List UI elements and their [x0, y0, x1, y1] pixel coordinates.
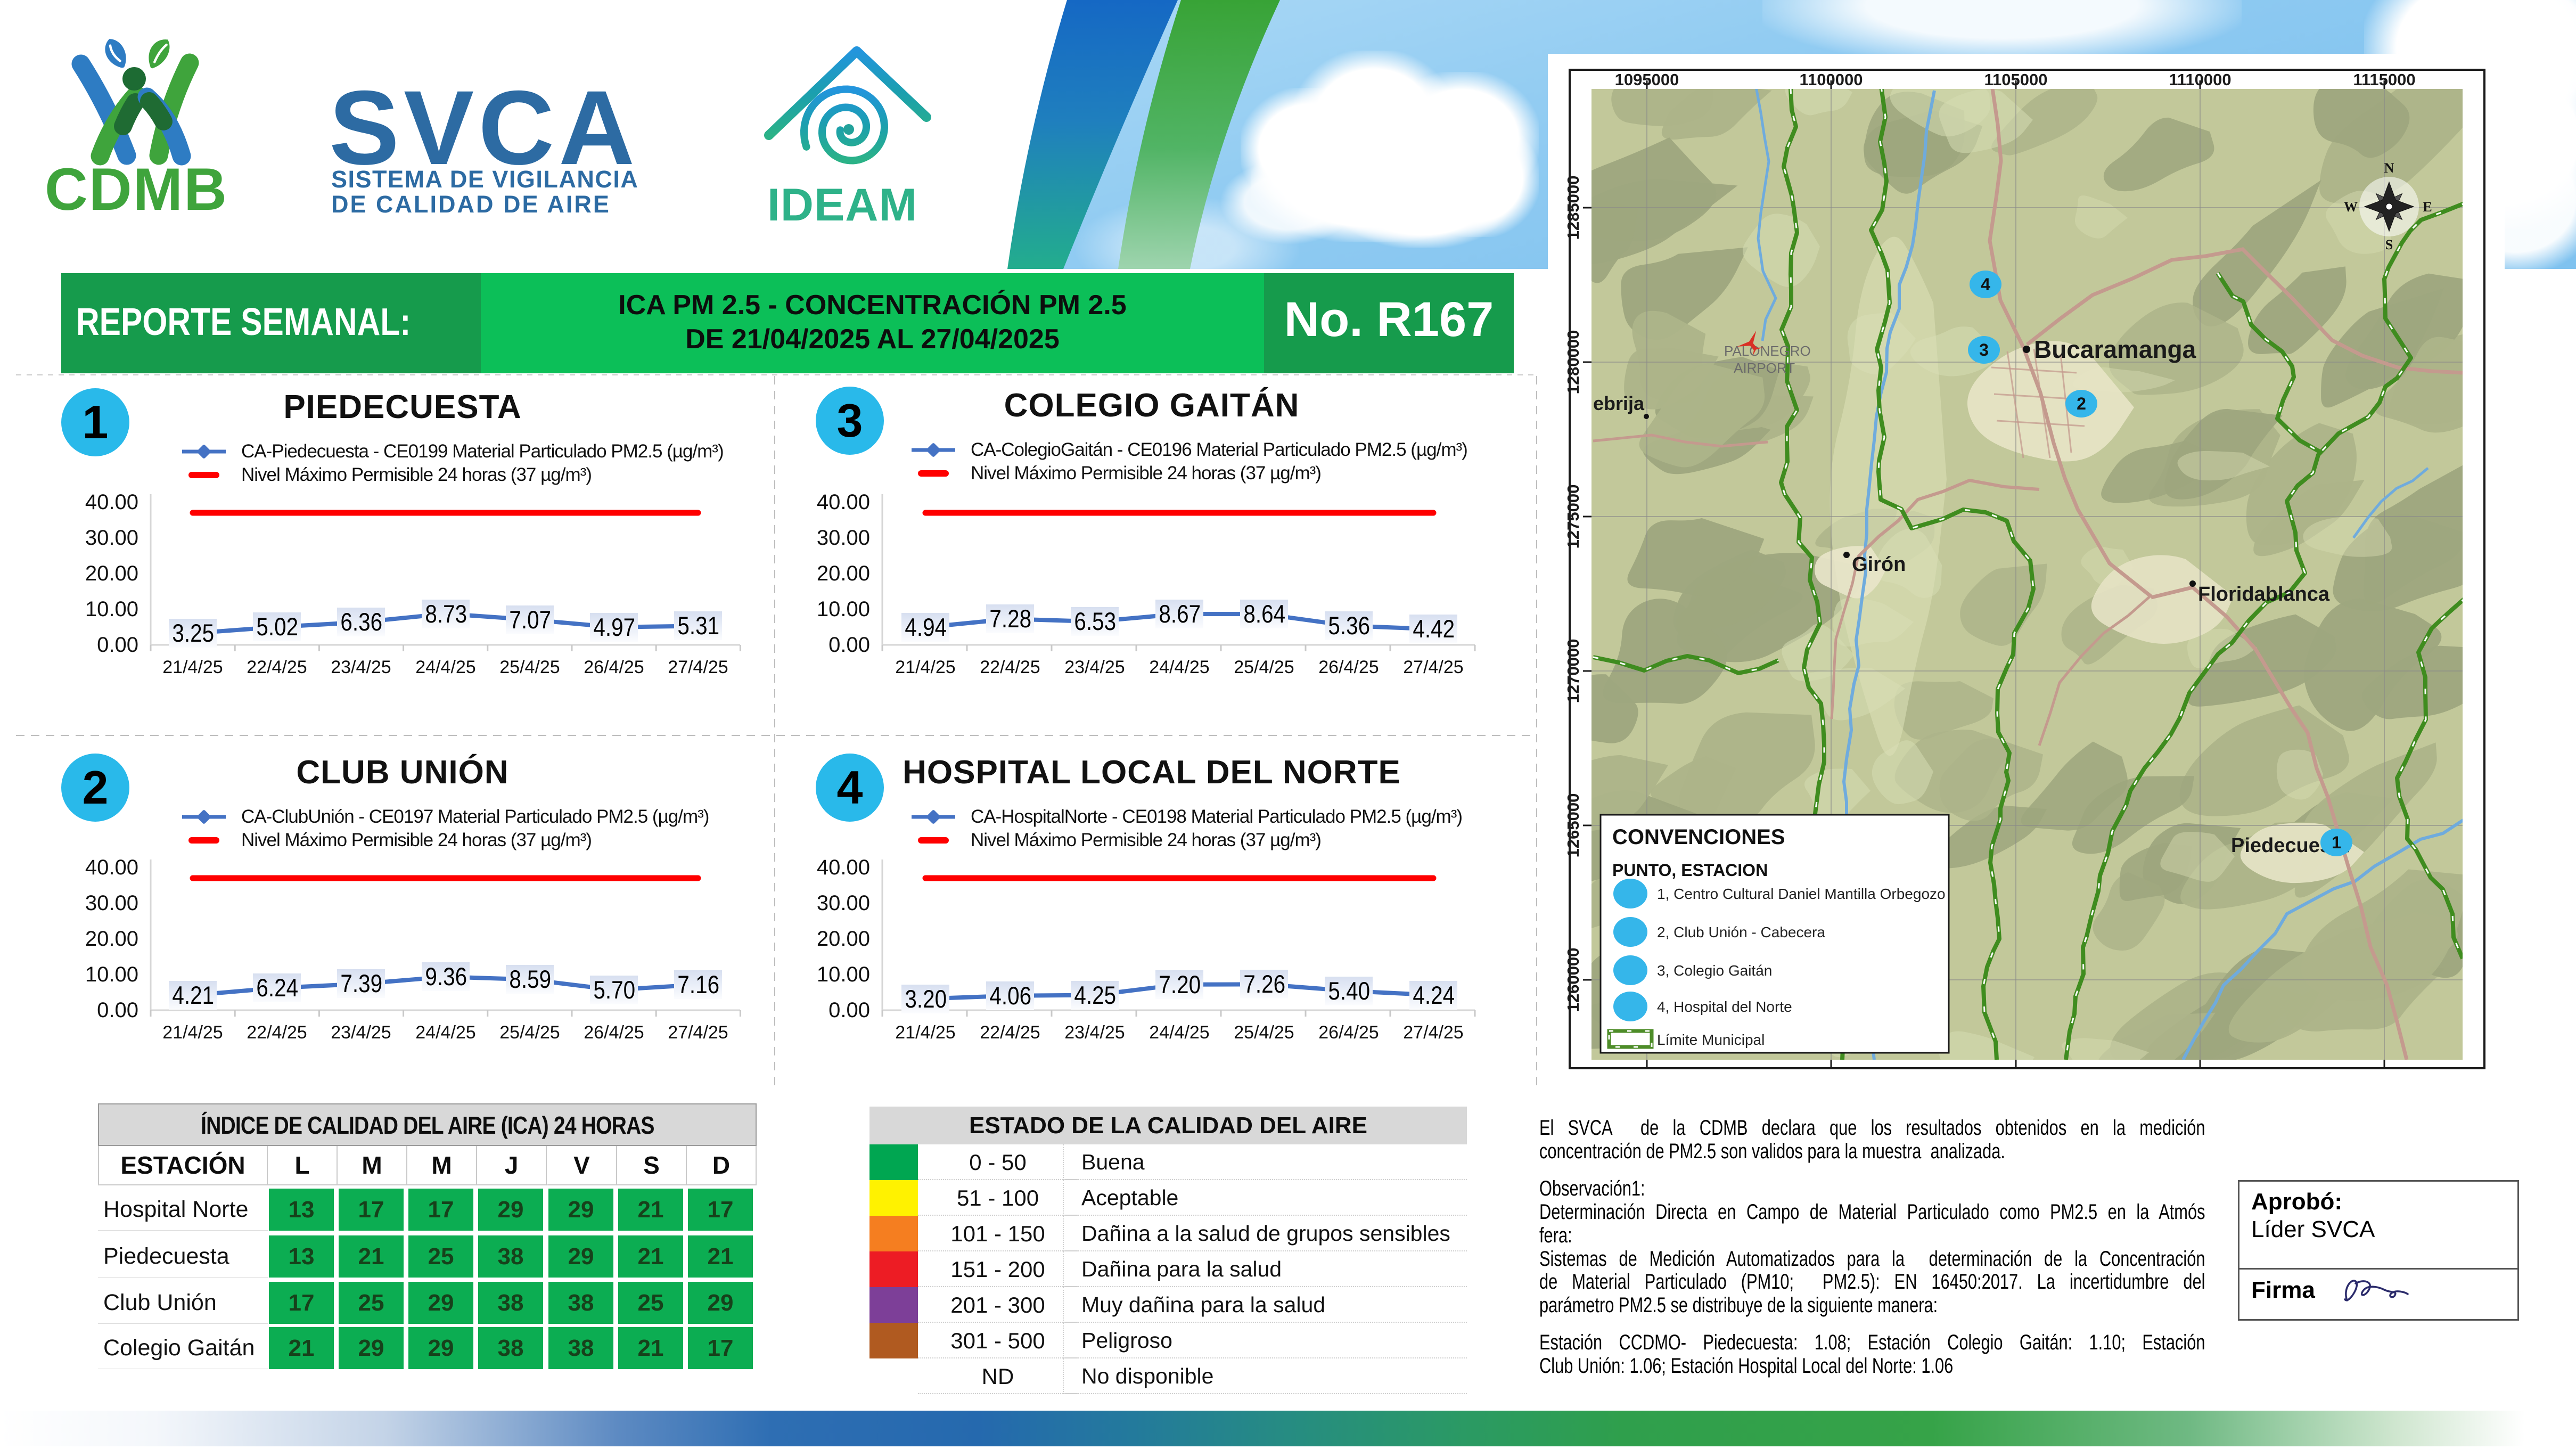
svg-text:1, Centro Cultural Daniel Mant: 1, Centro Cultural Daniel Mantilla Orbeg… — [1657, 886, 1946, 902]
svg-text:1260000: 1260000 — [1564, 948, 1582, 1012]
svg-text:SVCA: SVCA — [329, 69, 639, 186]
svg-text:Límite Municipal: Límite Municipal — [1657, 1032, 1765, 1048]
svg-text:1265000: 1265000 — [1564, 793, 1582, 858]
svg-text:4, Hospital del Norte: 4, Hospital del Norte — [1657, 998, 1792, 1015]
svg-text:1115000: 1115000 — [2353, 70, 2415, 89]
svg-text:N: N — [2384, 160, 2394, 176]
svg-text:W: W — [2344, 199, 2358, 215]
svg-text:S: S — [2385, 237, 2393, 252]
svg-text:Floridablanca: Floridablanca — [2198, 583, 2330, 605]
svg-text:3: 3 — [1979, 340, 1989, 359]
svg-text:AIRPORT: AIRPORT — [1734, 360, 1795, 376]
svg-text:2, Club Unión - Cabecera: 2, Club Unión - Cabecera — [1657, 924, 1825, 940]
svg-text:DE CALIDAD DE AIRE: DE CALIDAD DE AIRE — [331, 191, 611, 218]
svg-text:1100000: 1100000 — [1800, 70, 1863, 89]
svg-text:IDEAM: IDEAM — [767, 179, 917, 231]
svg-text:E: E — [2423, 199, 2432, 215]
svg-text:1270000: 1270000 — [1564, 639, 1582, 703]
svg-text:PUNTO, ESTACION: PUNTO, ESTACION — [1612, 861, 1768, 880]
svg-text:CDMB: CDMB — [45, 156, 228, 223]
svg-text:1280000: 1280000 — [1564, 330, 1582, 395]
svg-text:4: 4 — [1981, 275, 1990, 294]
svg-text:3, Colegio Gaitán: 3, Colegio Gaitán — [1657, 962, 1772, 979]
svg-text:SISTEMA DE VIGILANCIA: SISTEMA DE VIGILANCIA — [331, 166, 638, 193]
svg-text:CONVENCIONES: CONVENCIONES — [1612, 825, 1785, 849]
svg-text:ebrija: ebrija — [1593, 392, 1645, 414]
svg-text:Girón: Girón — [1852, 553, 1906, 576]
svg-text:1105000: 1105000 — [1984, 70, 2048, 89]
svg-text:1110000: 1110000 — [2169, 70, 2231, 89]
svg-text:1: 1 — [2332, 833, 2341, 852]
svg-text:2: 2 — [2077, 394, 2086, 413]
svg-text:1095000: 1095000 — [1615, 70, 1679, 89]
svg-text:1285000: 1285000 — [1564, 176, 1582, 240]
svg-text:PALONEGRO: PALONEGRO — [1724, 343, 1811, 359]
svg-text:Bucaramanga: Bucaramanga — [2034, 335, 2196, 363]
svg-text:1275000: 1275000 — [1564, 485, 1582, 549]
